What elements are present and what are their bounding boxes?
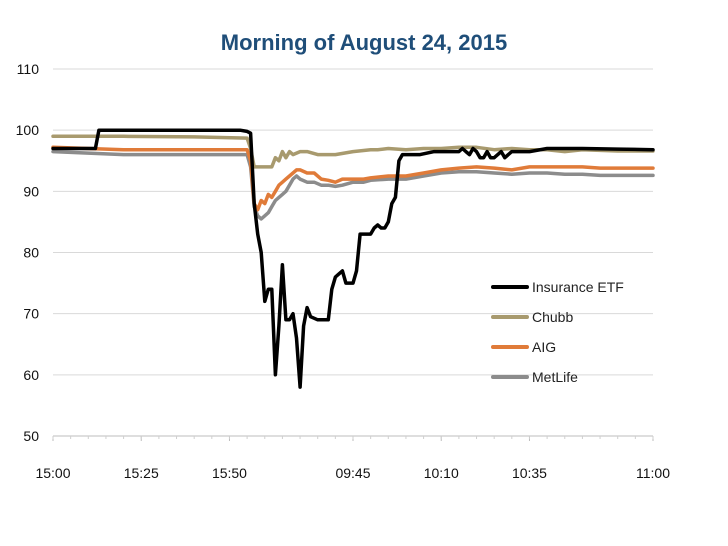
legend-label: AIG xyxy=(532,339,556,355)
y-tick-label: 90 xyxy=(23,183,39,199)
y-tick-label: 50 xyxy=(23,428,39,444)
x-tick-label: 15:50 xyxy=(212,465,247,481)
y-tick-label: 70 xyxy=(23,306,39,322)
y-tick-label: 110 xyxy=(17,61,40,77)
y-tick-label: 80 xyxy=(23,245,39,261)
series-line-chubb xyxy=(51,134,655,169)
legend-label: Chubb xyxy=(532,309,573,325)
legend-label: Insurance ETF xyxy=(532,279,624,295)
chart-title: Morning of August 24, 2015 xyxy=(220,30,508,55)
x-tick-label: 10:10 xyxy=(424,465,459,481)
series-line-metlife xyxy=(51,149,655,221)
series-line-insurance-etf xyxy=(51,128,655,389)
y-tick-label: 60 xyxy=(23,367,39,383)
x-tick-label: 11:00 xyxy=(636,465,670,481)
x-tick-label: 10:35 xyxy=(512,465,547,481)
y-tick-label: 100 xyxy=(16,122,40,138)
x-tick-label: 09:45 xyxy=(335,465,370,481)
x-tick-label: 15:00 xyxy=(35,465,70,481)
series-line-aig xyxy=(51,145,655,212)
x-tick-label: 15:25 xyxy=(124,465,159,481)
legend-label: MetLife xyxy=(532,369,578,385)
